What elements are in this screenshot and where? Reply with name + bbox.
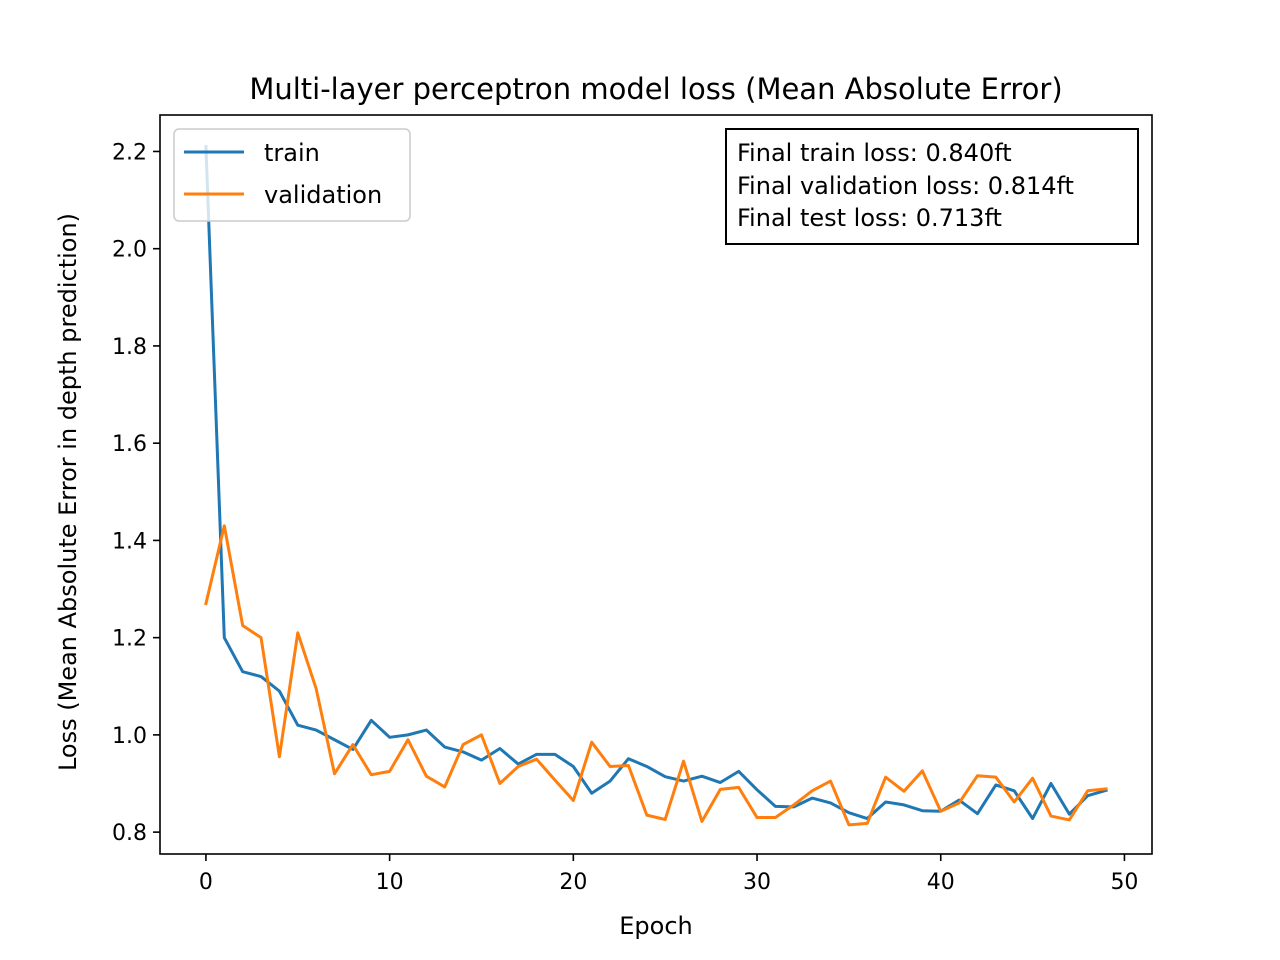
x-tick-label: 50 [1110, 870, 1138, 895]
series-line-train [204, 145, 1108, 821]
final-loss-annotation: Final train loss: 0.840ft Final validati… [725, 128, 1139, 245]
annotation-validation-loss: Final validation loss: 0.814ft [737, 172, 1074, 200]
x-tick-label: 40 [927, 870, 955, 895]
annotation-train-loss: Final train loss: 0.840ft [737, 139, 1012, 167]
legend-label-validation: validation [264, 181, 382, 209]
y-axis: 0.8 1.0 1.2 1.4 1.6 1.8 2.0 2.2 [112, 140, 160, 846]
annotation-box [725, 128, 1139, 245]
annotation-test-loss: Final test loss: 0.713ft [737, 204, 1002, 232]
y-tick-label: 1.2 [112, 627, 147, 652]
x-axis-label: Epoch [619, 912, 693, 940]
y-tick-label: 1.0 [112, 724, 147, 749]
x-tick-label: 0 [199, 870, 213, 895]
y-tick-label: 2.2 [112, 140, 147, 165]
series-line-validation [204, 524, 1108, 827]
y-tick-label: 1.6 [112, 432, 147, 457]
plot-area [159, 114, 1153, 855]
x-tick-label: 10 [376, 870, 404, 895]
series-layer [204, 145, 1108, 827]
plot-frame [159, 114, 1153, 855]
x-tick-label: 20 [559, 870, 587, 895]
y-axis-label: Loss (Mean Absolute Error in depth predi… [54, 213, 82, 771]
x-tick-label: 30 [743, 870, 771, 895]
y-tick-label: 1.8 [112, 335, 147, 360]
x-axis: 0 10 20 30 40 50 [199, 854, 1138, 895]
y-tick-label: 2.0 [112, 238, 147, 263]
y-tick-label: 1.4 [112, 529, 147, 554]
chart-title: Multi-layer perceptron model loss (Mean … [249, 72, 1062, 106]
y-tick-label: 0.8 [112, 821, 147, 846]
legend-label-train: train [264, 139, 320, 167]
legend: train validation [173, 128, 411, 222]
